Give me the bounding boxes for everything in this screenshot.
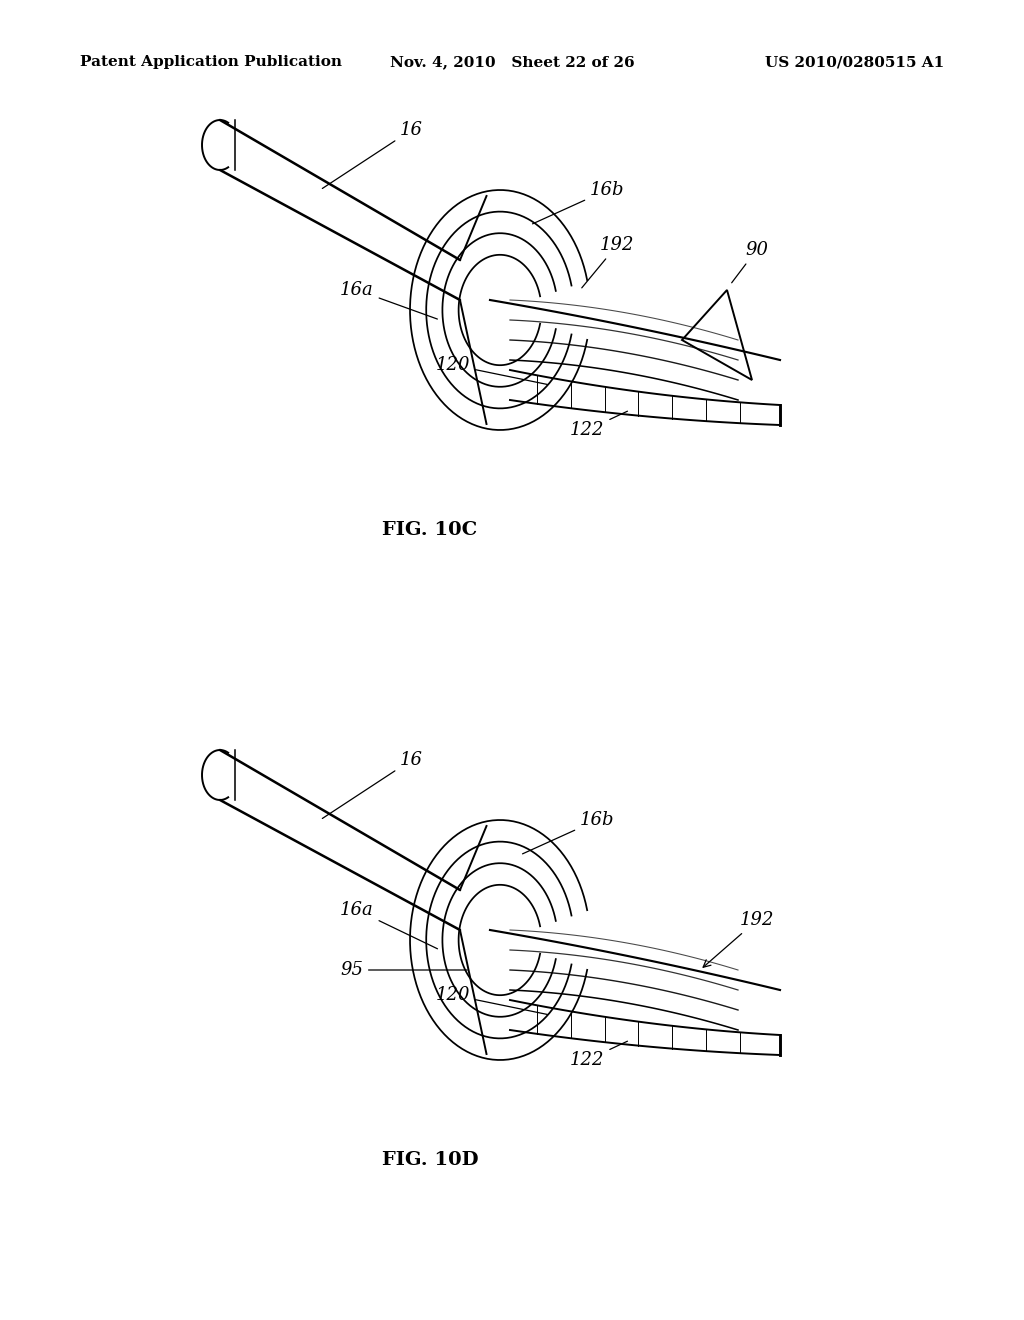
Text: 16a: 16a: [340, 281, 437, 319]
Text: 95: 95: [340, 961, 467, 979]
Text: FIG. 10C: FIG. 10C: [382, 521, 477, 539]
Text: 120: 120: [435, 356, 547, 384]
Text: FIG. 10D: FIG. 10D: [382, 1151, 478, 1170]
Text: 120: 120: [435, 986, 547, 1015]
Text: US 2010/0280515 A1: US 2010/0280515 A1: [765, 55, 944, 69]
Text: 90: 90: [732, 242, 768, 282]
Text: 122: 122: [570, 1041, 628, 1069]
Text: 122: 122: [570, 411, 628, 440]
Text: 16b: 16b: [532, 181, 625, 224]
Text: Nov. 4, 2010   Sheet 22 of 26: Nov. 4, 2010 Sheet 22 of 26: [390, 55, 634, 69]
Text: 16: 16: [323, 121, 423, 189]
Text: 192: 192: [703, 911, 774, 968]
Text: Patent Application Publication: Patent Application Publication: [80, 55, 342, 69]
Text: 16a: 16a: [340, 902, 437, 949]
Text: 192: 192: [582, 236, 635, 288]
Text: 16: 16: [323, 751, 423, 818]
Text: 16b: 16b: [522, 810, 614, 854]
